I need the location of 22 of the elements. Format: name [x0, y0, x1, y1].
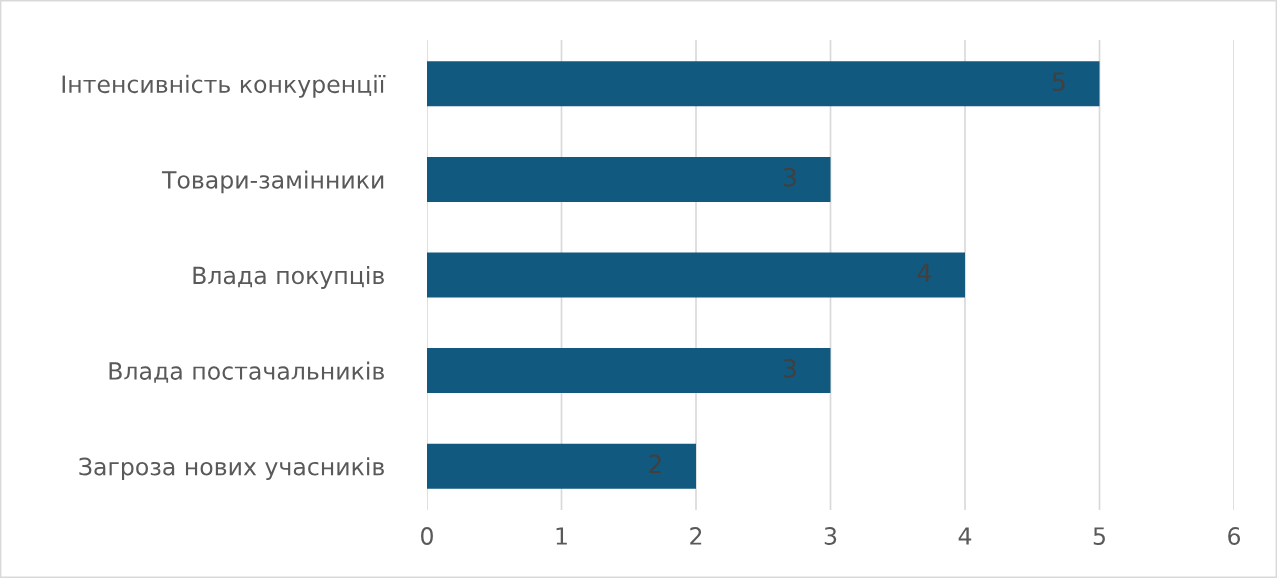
x-tick-label: 4: [958, 527, 972, 545]
x-tick-label: 3: [824, 527, 837, 545]
data-label: 3: [783, 167, 796, 187]
bar: [427, 156, 831, 202]
y-tick-label: Загроза нових учасників: [79, 457, 384, 481]
y-tick-label: Інтенсивність конкуренції: [62, 74, 386, 98]
data-label: 3: [783, 358, 796, 378]
y-tick-label: Влада покупців: [193, 266, 384, 289]
x-tick-label: 1: [556, 527, 567, 545]
x-tick-label: 0: [421, 527, 433, 545]
bar: [427, 252, 965, 298]
x-tick-label: 2: [690, 527, 702, 545]
y-tick-label: Влада постачальників: [109, 361, 384, 383]
data-label: 4: [917, 263, 931, 282]
data-label: 5: [1052, 72, 1065, 92]
bar: [427, 443, 696, 489]
x-tick-label: 6: [1228, 527, 1241, 545]
x-tick-label: 5: [1093, 527, 1105, 545]
bar: [427, 348, 831, 394]
data-label: 2: [649, 454, 661, 474]
bar: [427, 61, 1100, 107]
y-tick-label: Товари-замінники: [161, 170, 384, 194]
